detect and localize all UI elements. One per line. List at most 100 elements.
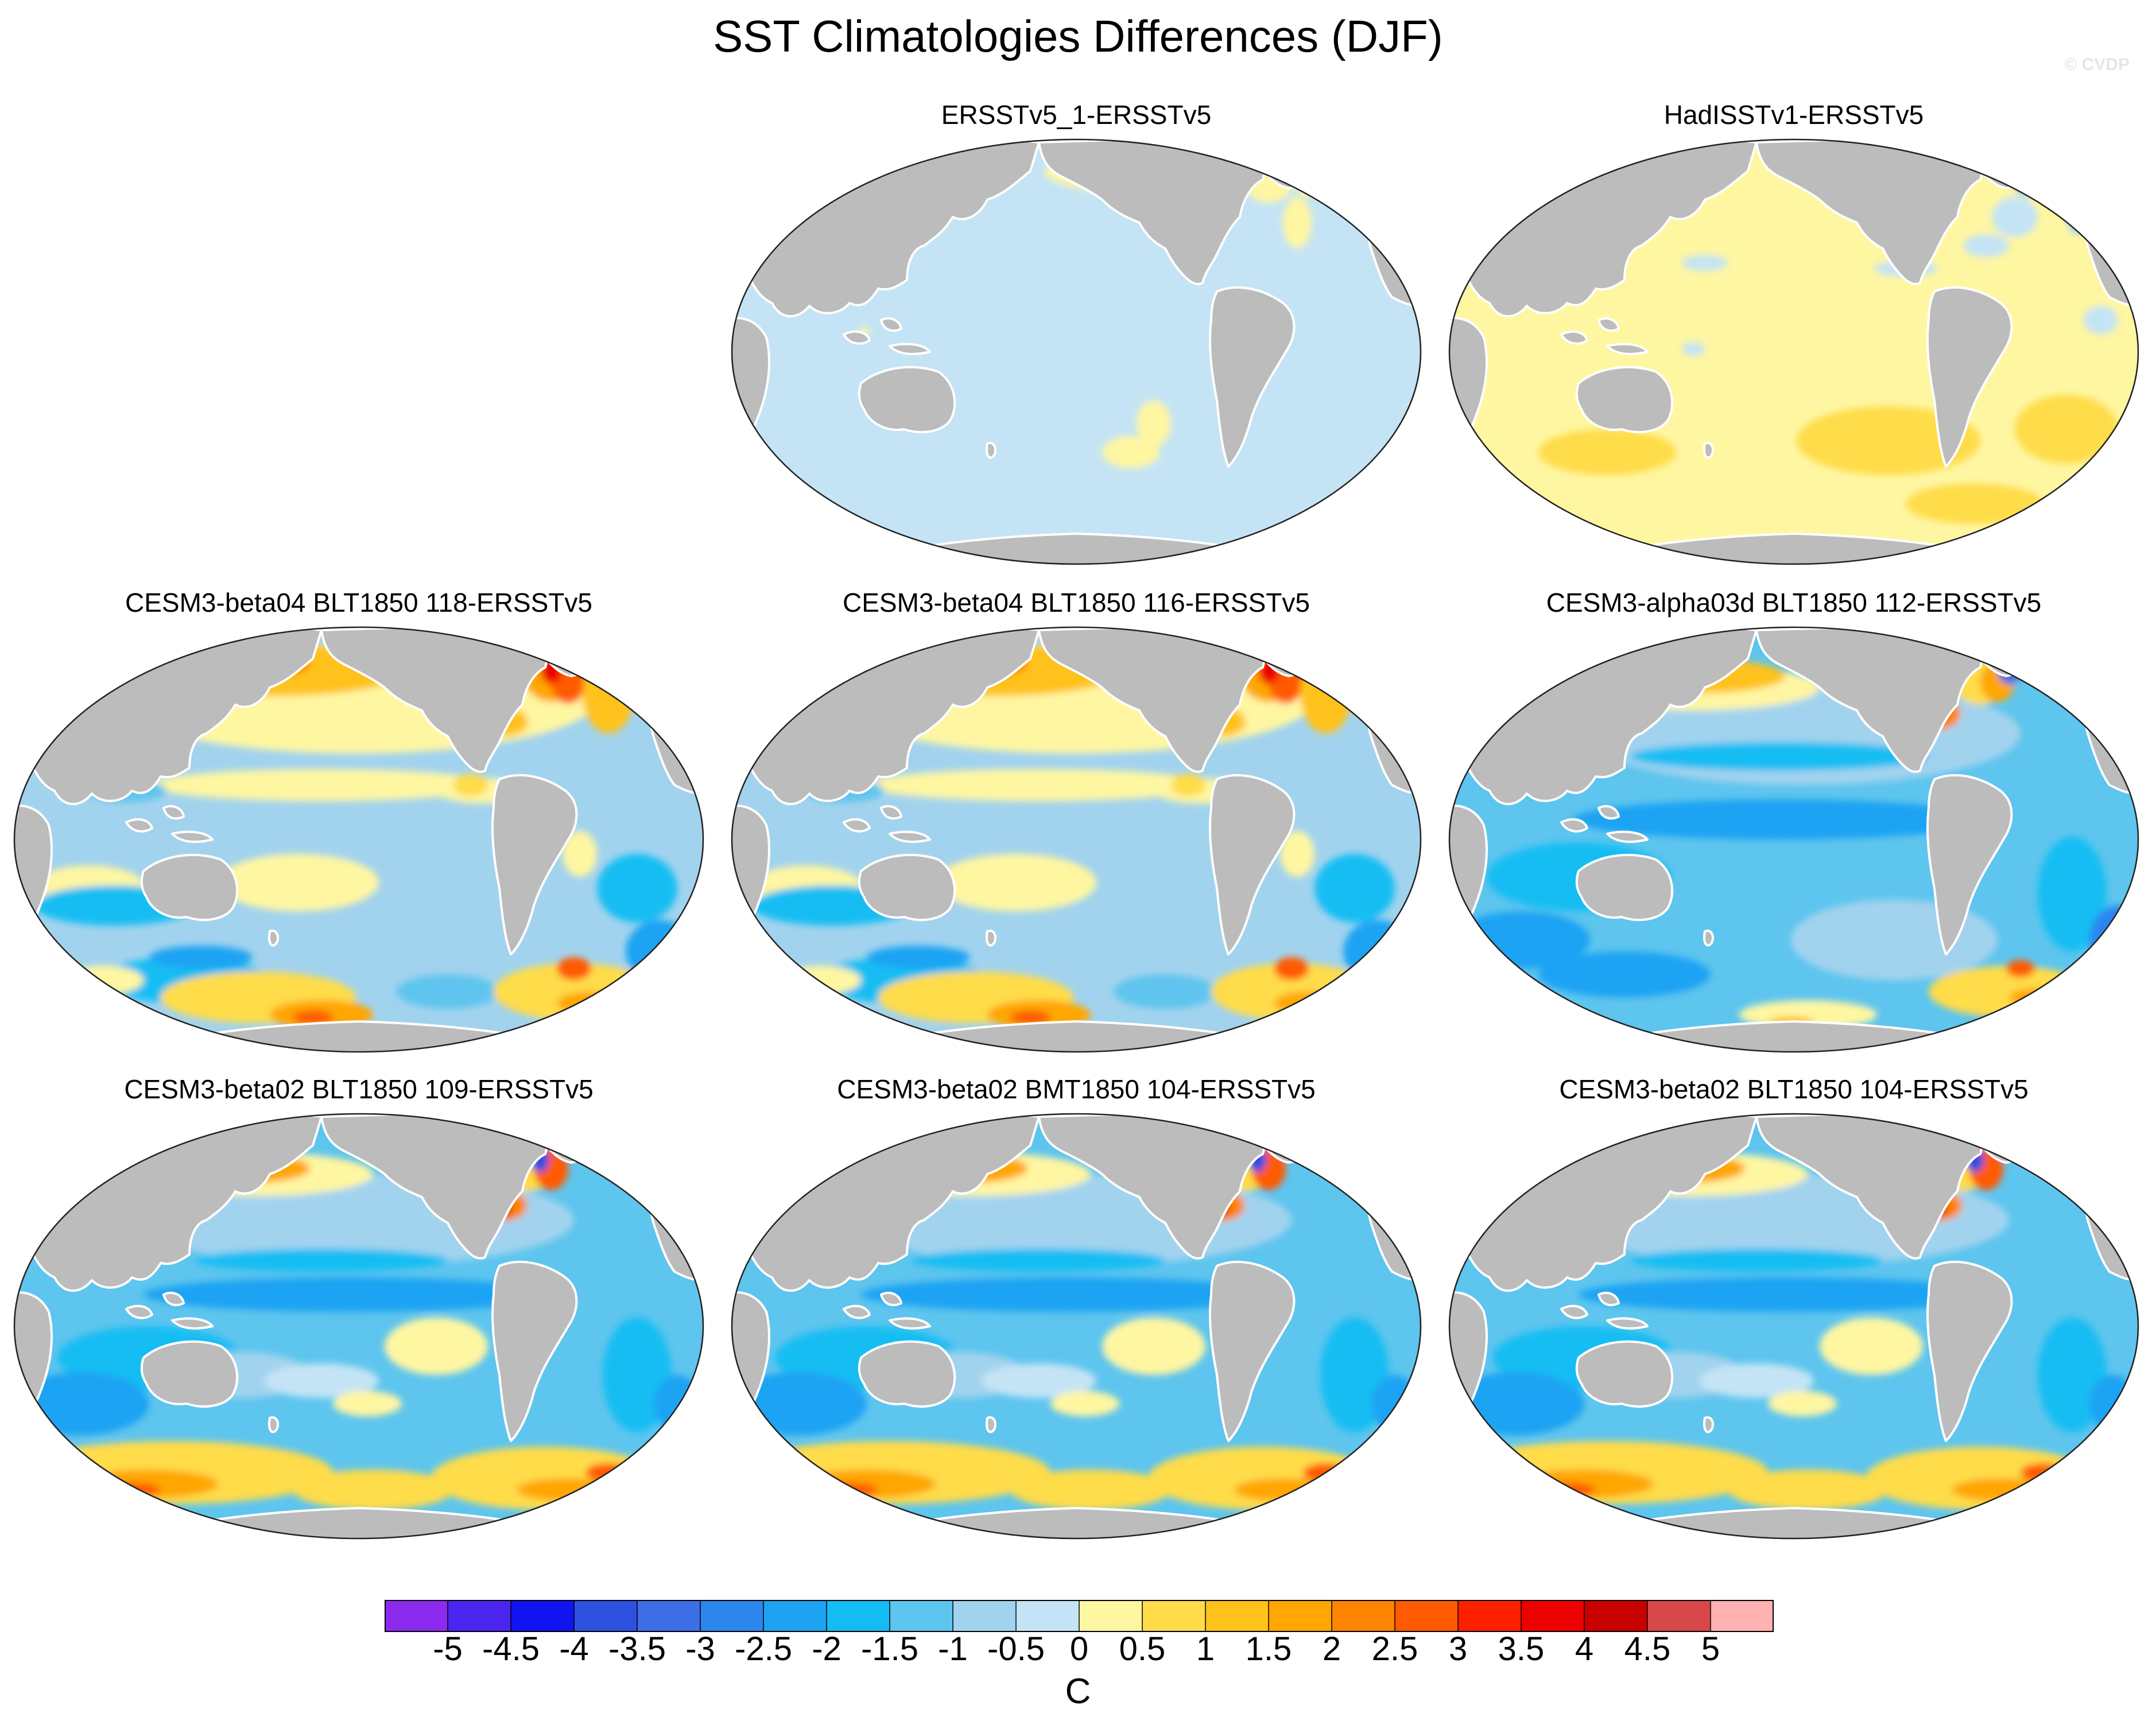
anomaly-region (1343, 920, 1412, 983)
land-mass (320, 1114, 548, 1260)
land-mass (1755, 627, 1983, 773)
colorbar-swatch (1142, 1600, 1206, 1632)
anomaly-region (1579, 1277, 1992, 1312)
anomaly-region (1682, 342, 1705, 356)
anomaly-region (293, 1011, 333, 1024)
anomaly-region (218, 854, 379, 911)
land-mass (1038, 139, 1266, 285)
colorbar-swatch (1395, 1600, 1459, 1632)
anomaly-region (149, 769, 494, 801)
colorbar-labels: -5 -4.5 -4 -3.5 -3 -2.5 -2 -1.5 -1 -0.5 0 0.5 1 1.5 2 2… (0, 1630, 2156, 1670)
land-mass (880, 1291, 902, 1307)
anomaly-region (264, 1363, 379, 1398)
land-mass (1560, 330, 1588, 345)
panel-title: CESM3-beta02 BMT1850 104-ERSSTv5 (837, 1074, 1316, 1104)
land-mass (125, 818, 153, 833)
anomaly-region (1728, 1470, 1889, 1510)
colorbar-swatch (637, 1600, 701, 1632)
colorbar-tick-label: 5 (1701, 1630, 1720, 1668)
anomaly-region (1963, 234, 2009, 257)
world-map (1448, 1113, 2139, 1540)
colorbar-tick-label: -2 (812, 1630, 842, 1668)
anomaly-region (1866, 1447, 2095, 1510)
land-mass (140, 1340, 239, 1408)
map-panel-ersstv5-1: ERSSTv5_1-ERSSTv5 (718, 99, 1435, 575)
land-mass (880, 317, 902, 332)
map-border (1448, 138, 2139, 565)
land-mass (1575, 366, 1674, 433)
colorbar-swatch (511, 1600, 575, 1632)
colorbar-tick-label: -4.5 (482, 1630, 540, 1668)
map-panel-beta02-blt-109: CESM3-beta02 BLT1850 109-ERSSTv5 (0, 1073, 718, 1549)
anomaly-region (1408, 977, 1421, 1000)
colorbar-tick-label: -4 (559, 1630, 589, 1668)
land-mass (140, 853, 239, 921)
land-mass (1597, 317, 1620, 332)
arctic-ice (0, 619, 718, 624)
anomaly-region (2009, 988, 2066, 1007)
anomaly-region (2009, 139, 2043, 197)
anomaly-region (781, 966, 861, 994)
land-mass (1703, 1416, 1715, 1433)
colorbar-tick-label: 0 (1069, 1630, 1089, 1668)
anomaly-region (1283, 197, 1312, 248)
map-border (13, 1113, 704, 1540)
arctic-ice (718, 131, 1435, 137)
anomaly-region (557, 992, 626, 1015)
panel-title: HadISSTv1-ERSSTv5 (1663, 100, 1924, 130)
anomaly-region (1293, 151, 1325, 197)
anomaly-region (2015, 395, 2118, 464)
colorbar-swatch (1711, 1600, 1774, 1632)
colorbar-tick-label: -3 (685, 1630, 715, 1668)
land-mass (858, 366, 956, 433)
anomaly-region (1464, 1484, 1544, 1507)
anomaly-region (195, 1249, 448, 1272)
anomaly-region (1274, 992, 1343, 1015)
anomaly-region (1991, 1122, 2016, 1157)
anomaly-region (103, 1483, 161, 1497)
world-map (1435, 131, 2153, 565)
land-mass (843, 818, 871, 833)
land-mass (1209, 286, 1296, 468)
map-border (13, 626, 704, 1053)
anomaly-region (1148, 1447, 1378, 1510)
anomaly-region (1408, 1451, 1421, 1471)
colorbar-swatch (1269, 1600, 1332, 1632)
anomaly-region (1273, 1122, 1298, 1157)
anomaly-region (1992, 197, 2038, 237)
colorbar-swatch (1016, 1600, 1080, 1632)
colorbar-tick-label: 0.5 (1119, 1630, 1166, 1668)
world-map (0, 619, 718, 1053)
colorbar-swatch (1458, 1600, 1522, 1632)
colorbar-tick-label: 2 (1322, 1630, 1341, 1668)
land-mass (1575, 1340, 1674, 1408)
anomaly-region (1010, 1011, 1050, 1024)
land-mass (268, 929, 280, 947)
world-map (731, 1113, 1422, 1540)
land-mass (986, 441, 997, 459)
arctic-ice (718, 619, 1435, 624)
panel-title: CESM3-alpha03d BLT1850 112-ERSSTv5 (1546, 588, 2042, 617)
anomaly-region (1372, 1375, 1418, 1432)
colorbar-tick-label: -1 (938, 1630, 968, 1668)
colorbar-swatch (700, 1600, 764, 1632)
land-mass (171, 1317, 214, 1330)
anomaly-region (867, 946, 970, 969)
colorbar-swatch (763, 1600, 827, 1632)
anomaly-region (1280, 831, 1314, 877)
anomaly-region (1171, 774, 1205, 797)
anomaly-region (2126, 1451, 2138, 1471)
land-mass (1209, 1260, 1296, 1442)
land-mass (1703, 929, 1715, 947)
anomaly-region (1274, 957, 1309, 980)
anomaly-region (1630, 1249, 1883, 1272)
anomaly-region (1234, 1478, 1337, 1501)
anomaly-region (1538, 951, 1711, 997)
colorbar-tick-label: 2.5 (1371, 1630, 1418, 1668)
land-mass (1597, 805, 1620, 820)
anomaly-region (431, 1447, 660, 1510)
land-mass (1038, 1114, 1266, 1260)
arctic-ice (1435, 131, 2153, 137)
colorbar-swatch (1079, 1600, 1143, 1632)
land-mass (986, 1416, 997, 1433)
